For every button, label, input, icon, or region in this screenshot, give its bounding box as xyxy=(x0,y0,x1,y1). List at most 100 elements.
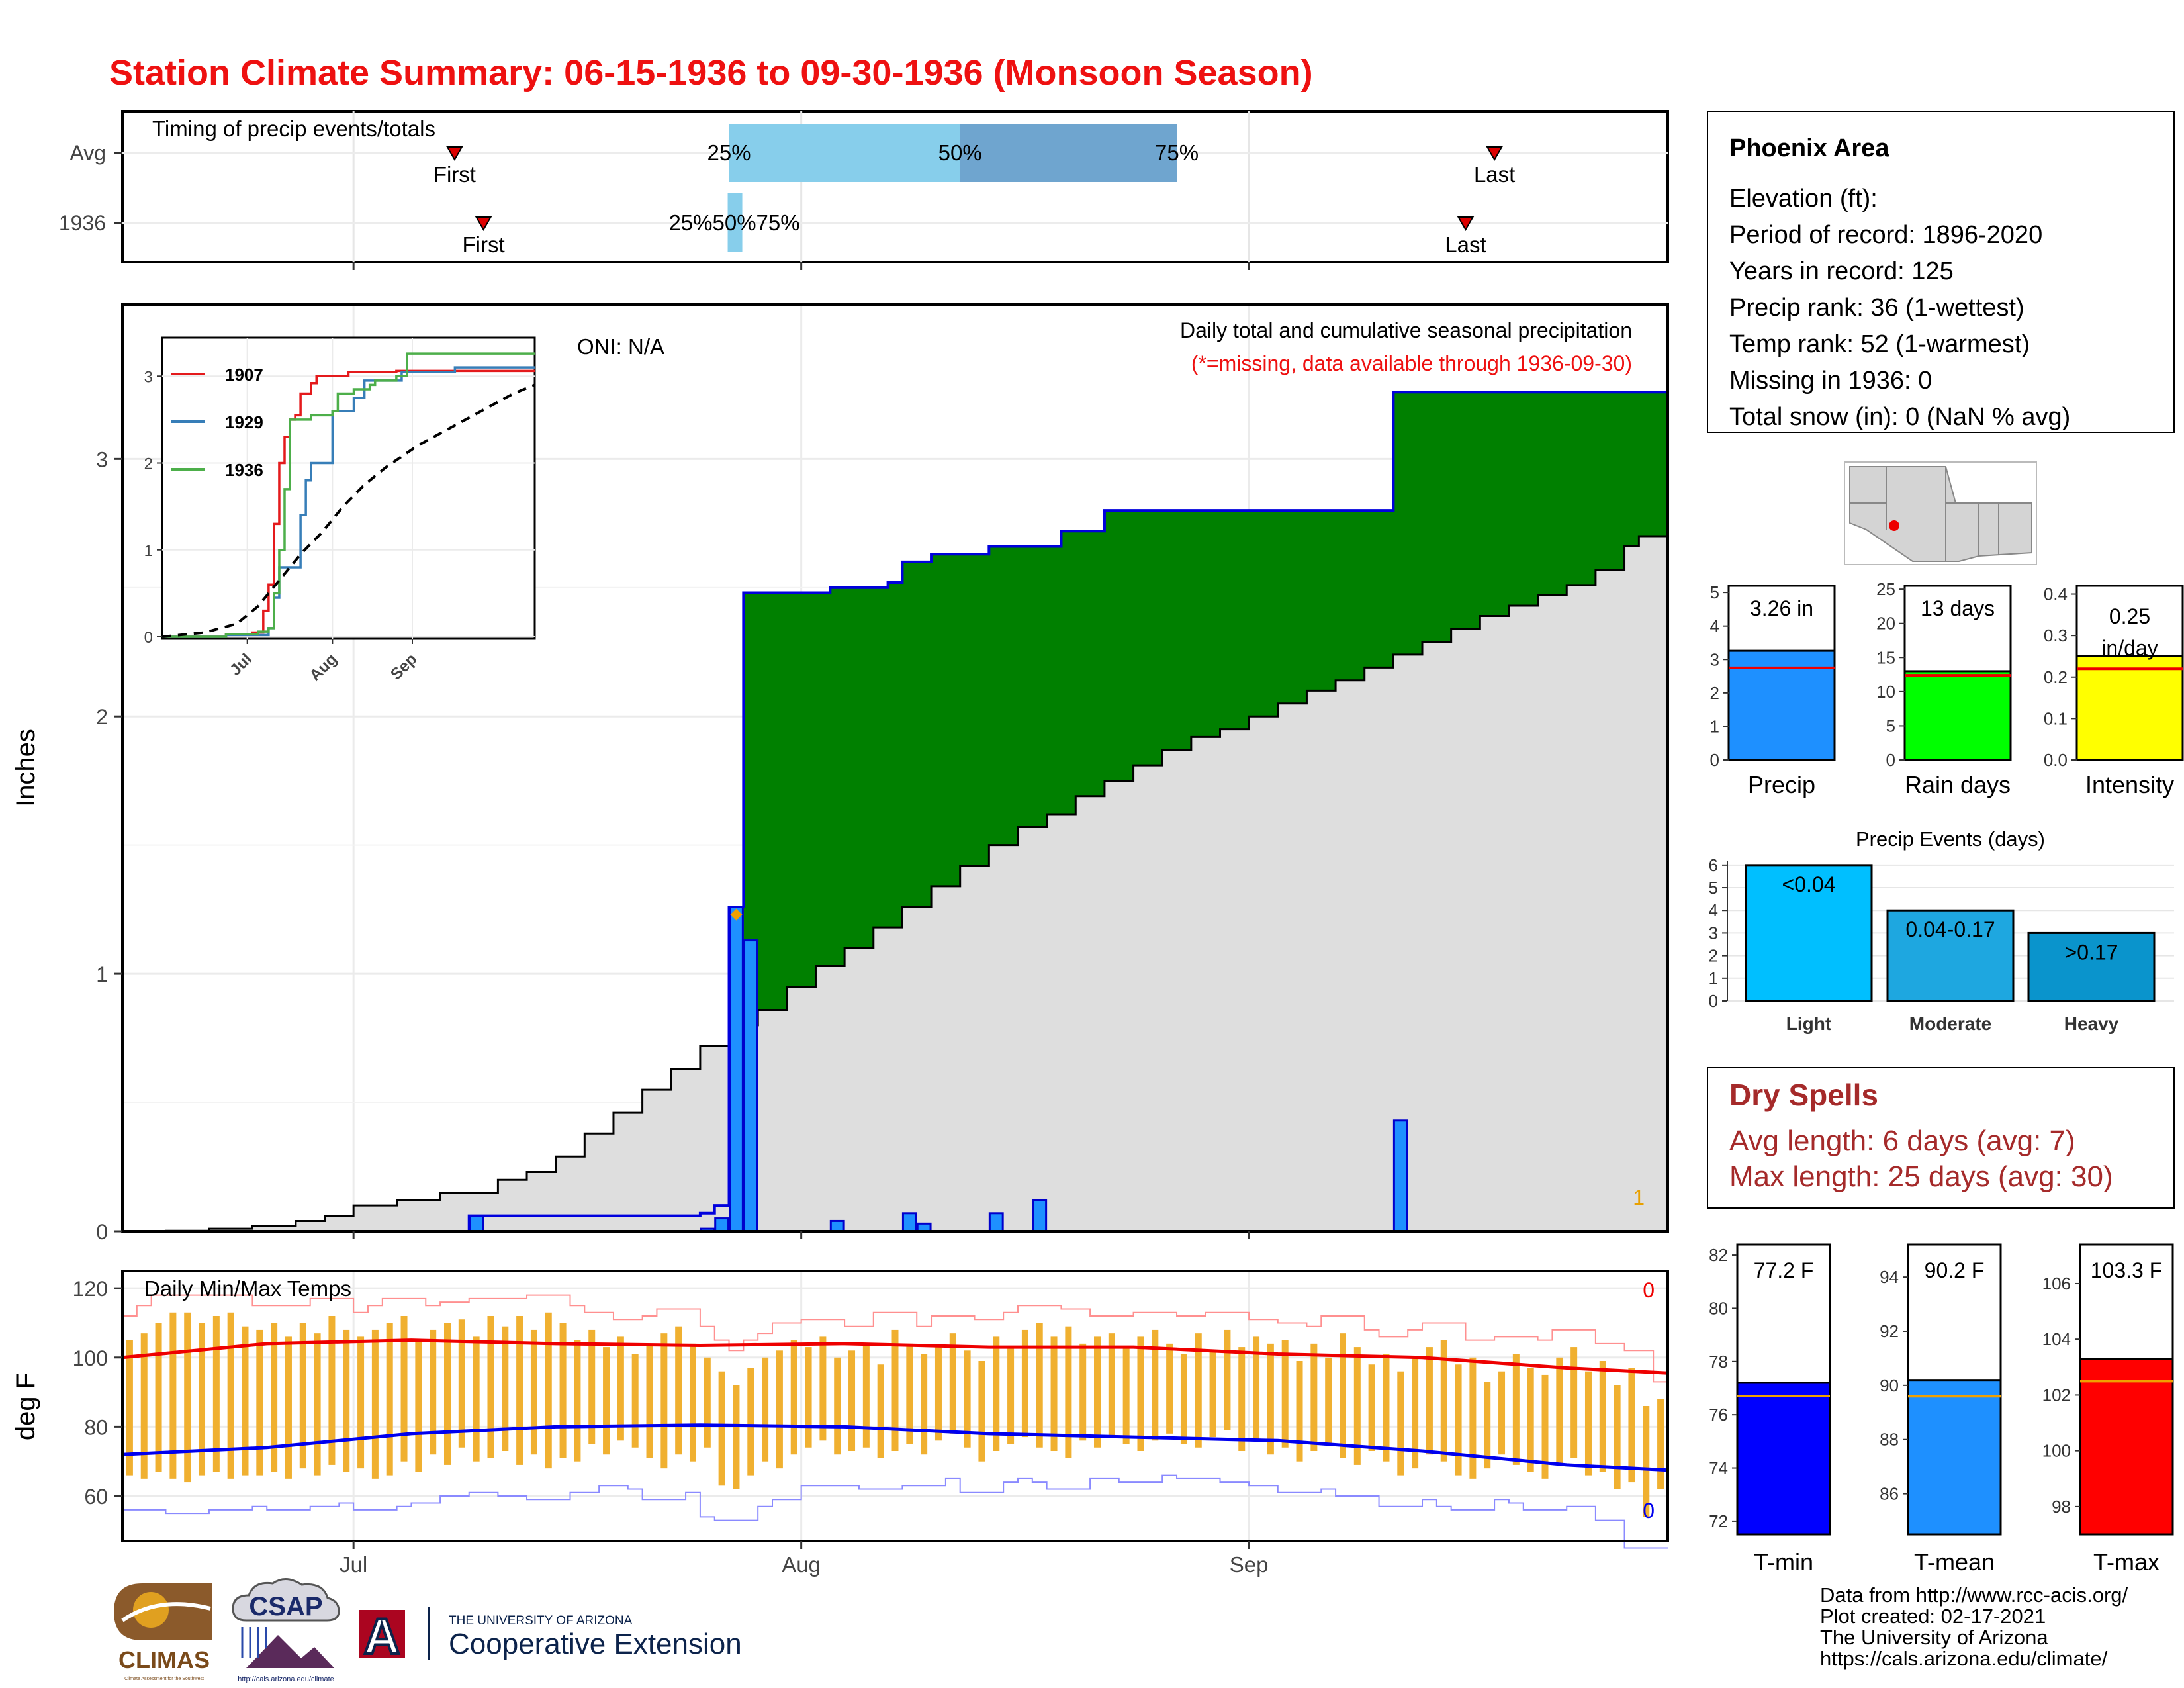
temp-summary-bar xyxy=(1736,1382,1831,1536)
temp-daily-bar xyxy=(1209,1350,1216,1438)
temp-daily-bar xyxy=(588,1329,596,1444)
events-bar xyxy=(1886,909,2015,1002)
events-bar xyxy=(2027,931,2156,1002)
y1936-first-label: First xyxy=(462,232,504,257)
temp-daily-bar xyxy=(1383,1354,1390,1462)
temp-daily-bar xyxy=(675,1326,682,1455)
info-line-temp-rank: Temp rank: 52 (1-warmest) xyxy=(1729,330,2030,358)
ua-big-text: Cooperative Extension xyxy=(449,1628,742,1660)
temp-daily-bar xyxy=(1643,1406,1650,1517)
temps-panel: 60 80 100 120 Daily Min/Max Temps deg F 0 0 xyxy=(11,1270,1669,1549)
temp-daily-bar xyxy=(212,1316,220,1472)
month-label: Sep xyxy=(1230,1552,1269,1577)
temp-summary-bar-charts: 72 74 76 78 80 82 77.2 F T-min 86 88 90 92 94 90.2 F T… xyxy=(1709,1243,2174,1575)
max-daily-marker xyxy=(730,908,743,921)
events-bar-label: <0.04 xyxy=(1782,872,1836,896)
temp-daily-bar xyxy=(631,1354,639,1448)
dry-spells-title: Dry Spells xyxy=(1729,1078,1878,1112)
events-ytick-label: 0 xyxy=(1709,991,1718,1011)
summary-ytick-label: 0.3 xyxy=(2044,626,2068,645)
temp-daily-bar xyxy=(1094,1336,1101,1448)
avg-p50-label: 50% xyxy=(938,140,982,165)
inset-legend-label: 1907 xyxy=(225,365,263,385)
main-ytick-label: 3 xyxy=(96,447,108,471)
ua-small-text: THE UNIVERSITY OF ARIZONA xyxy=(449,1614,633,1628)
temp-daily-bar xyxy=(155,1323,162,1472)
inset-legend-label: 1936 xyxy=(225,460,263,480)
temp-daily-bar xyxy=(1310,1343,1318,1451)
main-corner-value: 1 xyxy=(1633,1186,1645,1209)
events-chart: 0 12 3 45 6 <0.04 Light 0.04-0.17 Moderate >0.17 H… xyxy=(1709,855,2174,1034)
temp-daily-bar xyxy=(1296,1361,1303,1462)
info-line-elevation: Elevation (ft): xyxy=(1729,185,1878,212)
main-ytick-label: 1 xyxy=(96,962,108,986)
info-line-missing: Missing in 1936: 0 xyxy=(1729,367,1932,395)
temp-daily-bar xyxy=(1137,1336,1144,1451)
temp-daily-bar xyxy=(1570,1347,1578,1458)
y1936-quantile-bar xyxy=(727,193,743,252)
temp-daily-bar xyxy=(603,1347,610,1455)
temp-summary-value-label: 103.3 F xyxy=(2091,1258,2163,1282)
temp-daily-bar xyxy=(733,1385,740,1489)
temp-daily-bar xyxy=(934,1347,942,1441)
temp-daily-bar xyxy=(1353,1347,1361,1465)
inset-legend: 1907 1929 1936 xyxy=(171,365,263,480)
temp-summary-ytick-label: 74 xyxy=(1709,1458,1728,1478)
temp-daily-bar xyxy=(805,1347,812,1448)
temp-daily-bar xyxy=(1180,1354,1187,1444)
credit-line-data: Data from http://www.rcc-acis.org/ xyxy=(1820,1583,2128,1607)
csap-logo: CSAP http://cals.arizona.edu/climate xyxy=(232,1578,340,1683)
temp-daily-bar xyxy=(704,1357,711,1448)
temp-summary-ytick-label: 72 xyxy=(1709,1511,1728,1531)
avg-p75-label: 75% xyxy=(1155,140,1199,165)
info-line-snow: Total snow (in): 0 (NaN % avg) xyxy=(1729,403,2070,431)
temp-daily-bar xyxy=(747,1368,754,1476)
temp-daily-bar xyxy=(1281,1340,1289,1448)
oni-label: ONI: N/A xyxy=(577,334,664,359)
temp-daily-bar xyxy=(906,1343,913,1444)
temps-corner-top: 0 xyxy=(1643,1278,1655,1302)
temp-daily-bar xyxy=(848,1350,856,1451)
temp-daily-bar xyxy=(949,1333,956,1434)
temp-daily-bar xyxy=(1512,1354,1520,1465)
temp-daily-bar xyxy=(1657,1399,1664,1489)
temp-daily-bar xyxy=(1368,1364,1375,1451)
temp-daily-bar xyxy=(473,1336,480,1462)
state-borders xyxy=(1850,467,1999,561)
dry-spells-max: Max length: 25 days (avg: 30) xyxy=(1729,1160,2113,1193)
temp-daily-bar xyxy=(1325,1357,1332,1444)
temp-daily-bar xyxy=(559,1323,567,1458)
daily-precip-bar xyxy=(829,1219,845,1233)
page-title: Station Climate Summary: 06-15-1936 to 0… xyxy=(109,53,1313,93)
temp-daily-bar xyxy=(502,1326,509,1451)
temp-daily-bar xyxy=(762,1357,769,1462)
temp-daily-bar xyxy=(242,1326,249,1476)
temp-daily-bar xyxy=(1108,1333,1115,1438)
temp-daily-bar xyxy=(371,1329,379,1479)
avg-last-marker-icon xyxy=(1486,146,1503,161)
summary-category-label: Intensity xyxy=(2085,771,2174,798)
temp-summary-value-label: 77.2 F xyxy=(1754,1258,1814,1282)
temp-daily-bar xyxy=(1122,1347,1130,1444)
csap-logo-text: CSAP xyxy=(249,1592,322,1621)
csap-rain-icon xyxy=(241,1627,267,1658)
temp-daily-bar xyxy=(458,1319,465,1448)
climas-sun-icon xyxy=(133,1592,169,1628)
month-axis-labels: Jul Aug Sep xyxy=(340,1552,1268,1577)
temp-daily-bar xyxy=(1426,1347,1433,1455)
normal-cumulative-step-line xyxy=(122,531,1669,1233)
temp-daily-bar xyxy=(516,1316,523,1465)
temp-daily-bar xyxy=(430,1329,437,1455)
timing-quantile-bars xyxy=(727,124,1177,252)
y1936-first-marker-icon xyxy=(475,216,492,231)
temp-daily-bar xyxy=(1267,1343,1274,1455)
temp-daily-bar xyxy=(1021,1329,1028,1438)
temp-ytick-label: 120 xyxy=(73,1277,108,1301)
climas-logo-text: CLIMAS xyxy=(118,1646,210,1673)
temp-summary-bar xyxy=(1907,1379,2002,1536)
month-label: Jul xyxy=(340,1552,367,1577)
temp-ytick-label: 100 xyxy=(73,1346,108,1370)
temp-daily-bar xyxy=(1079,1343,1087,1441)
summary-ytick-label: 2 xyxy=(1710,683,1719,703)
